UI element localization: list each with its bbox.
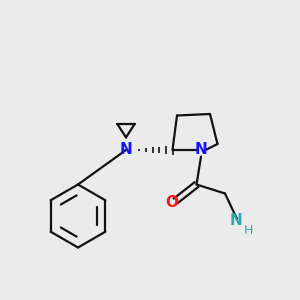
Text: H: H (244, 224, 253, 237)
Text: N: N (195, 142, 207, 158)
Text: N: N (120, 142, 132, 158)
Text: O: O (165, 195, 178, 210)
Text: N: N (229, 213, 242, 228)
